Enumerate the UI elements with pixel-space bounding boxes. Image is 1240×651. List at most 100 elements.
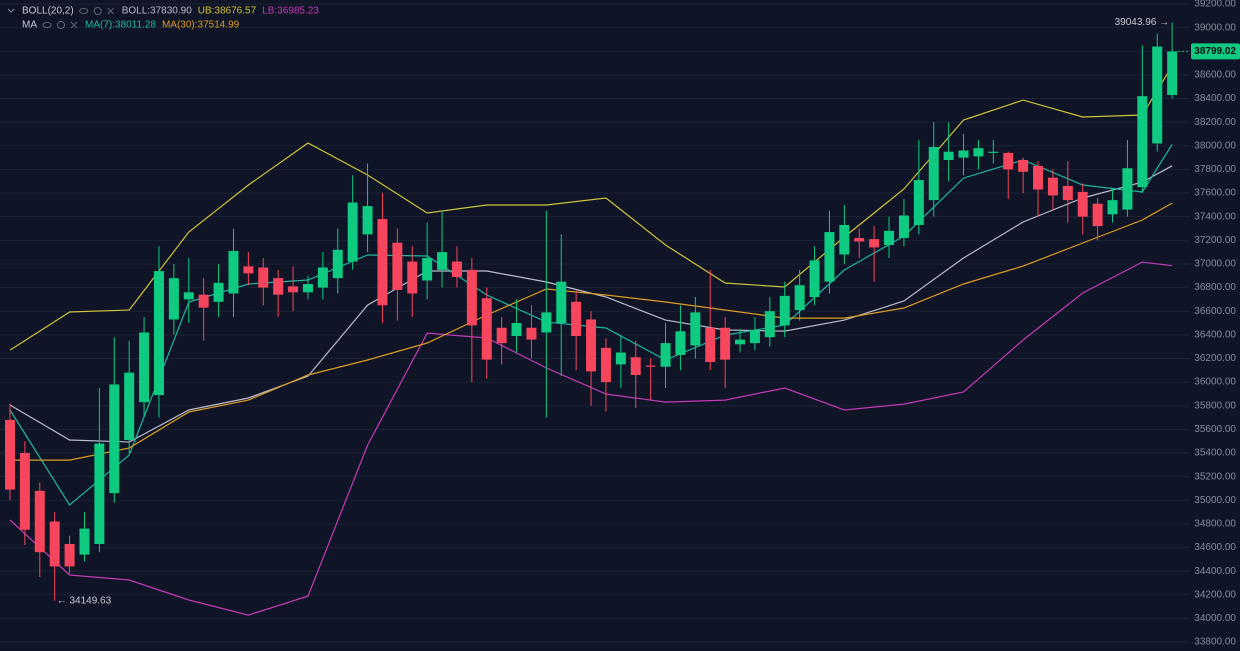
settings-icon[interactable] xyxy=(57,21,65,29)
remove-icon[interactable] xyxy=(70,21,78,29)
candle-body xyxy=(34,490,45,553)
high-marker: 39043.96 → xyxy=(1115,17,1170,28)
candle-body xyxy=(764,311,775,338)
indicator-line xyxy=(9,65,1173,351)
candle-body xyxy=(1092,203,1103,227)
settings-icon[interactable] xyxy=(93,7,102,15)
candle-body xyxy=(720,327,731,360)
candle-body xyxy=(79,528,90,555)
y-tick-label: 34800.00 xyxy=(1194,519,1236,530)
collapse-icon[interactable] xyxy=(7,8,15,13)
candle-body xyxy=(571,301,582,337)
indicator-line xyxy=(10,202,1173,461)
candle-body xyxy=(94,443,105,544)
legend-item: LB:36985.23 xyxy=(262,6,319,17)
y-tick-label: 35600.00 xyxy=(1194,424,1236,435)
y-tick-label: 37200.00 xyxy=(1194,235,1236,246)
visibility-icon[interactable] xyxy=(42,21,52,29)
candle-body xyxy=(869,239,880,248)
candle-body xyxy=(794,285,805,311)
candle-body xyxy=(347,202,358,262)
candle-body xyxy=(64,543,75,567)
candle-body xyxy=(586,319,597,372)
y-tick-label: 36400.00 xyxy=(1194,329,1236,340)
candle-body xyxy=(213,282,224,302)
low-marker: ← 34149.63 xyxy=(57,595,112,606)
candle-body xyxy=(809,260,820,298)
candle-body xyxy=(332,249,343,279)
candle-body xyxy=(243,266,254,274)
candle-body xyxy=(1003,152,1014,170)
candle-body xyxy=(168,278,179,320)
candle-body xyxy=(600,347,611,383)
y-tick-label: 34400.00 xyxy=(1194,566,1236,577)
candle-body xyxy=(749,330,760,344)
candle-body xyxy=(258,267,269,288)
candle-body xyxy=(362,206,373,235)
candle-body xyxy=(913,180,924,225)
remove-icon[interactable] xyxy=(107,7,115,15)
candle-body xyxy=(615,352,626,365)
candle-body xyxy=(392,242,403,290)
y-tick-label: 36800.00 xyxy=(1194,282,1236,293)
y-tick-label: 37600.00 xyxy=(1194,188,1236,199)
candle-body xyxy=(288,286,299,293)
candle-body xyxy=(988,151,999,153)
visibility-icon[interactable] xyxy=(79,7,89,15)
y-tick-label: 37400.00 xyxy=(1194,211,1236,222)
candle-body xyxy=(1047,177,1058,196)
legend-item: MA(7):38011.28 xyxy=(85,20,156,31)
candle-body xyxy=(451,261,462,277)
candle-body xyxy=(4,419,15,490)
candle-body xyxy=(1152,46,1163,144)
legend-title: MA xyxy=(22,20,37,31)
y-tick-label: 34200.00 xyxy=(1194,589,1236,600)
last-price-label: 38799.02 xyxy=(1194,46,1236,57)
candle-body xyxy=(228,250,239,294)
y-tick-label: 38200.00 xyxy=(1194,117,1236,128)
y-tick-label: 38000.00 xyxy=(1194,140,1236,151)
candle-body xyxy=(1167,51,1178,95)
candle-body xyxy=(302,284,313,293)
candle-body xyxy=(1077,191,1088,217)
candle-body xyxy=(690,312,701,346)
candle-body xyxy=(735,339,746,345)
candle-body xyxy=(645,365,656,367)
candle-body xyxy=(273,278,284,295)
legend-item: UB:38676.57 xyxy=(198,6,257,17)
candle-body xyxy=(973,148,984,157)
candle-body xyxy=(884,230,895,246)
candle-body xyxy=(660,343,671,367)
y-tick-label: 35000.00 xyxy=(1194,495,1236,506)
candle-body xyxy=(630,357,641,376)
candle-body xyxy=(437,252,448,270)
candle-body xyxy=(1122,168,1133,210)
candle-body xyxy=(466,269,477,326)
candle-body xyxy=(153,271,164,396)
last-price-tag xyxy=(1191,43,1240,60)
candle-body xyxy=(1107,200,1118,215)
y-tick-label: 35400.00 xyxy=(1194,448,1236,459)
candle-body xyxy=(109,384,120,494)
y-tick-label: 36200.00 xyxy=(1194,353,1236,364)
candle-body xyxy=(898,215,909,238)
y-tick-label: 39000.00 xyxy=(1194,22,1236,33)
candle-body xyxy=(124,372,135,440)
candle-body xyxy=(481,298,492,360)
candle-body xyxy=(1062,185,1073,201)
legend-item: BOLL:37830.90 xyxy=(122,6,192,17)
y-tick-label: 36600.00 xyxy=(1194,306,1236,317)
candle-body xyxy=(854,237,865,242)
candle-body xyxy=(317,267,328,288)
candle-body xyxy=(779,295,790,326)
candle-body xyxy=(1033,165,1044,190)
y-tick-label: 37800.00 xyxy=(1194,164,1236,175)
candle-body xyxy=(675,331,686,355)
candle-body xyxy=(943,151,954,160)
candle-body xyxy=(839,224,850,255)
y-tick-label: 33800.00 xyxy=(1194,637,1236,648)
candle-body xyxy=(824,232,835,282)
candle-body xyxy=(19,452,30,530)
